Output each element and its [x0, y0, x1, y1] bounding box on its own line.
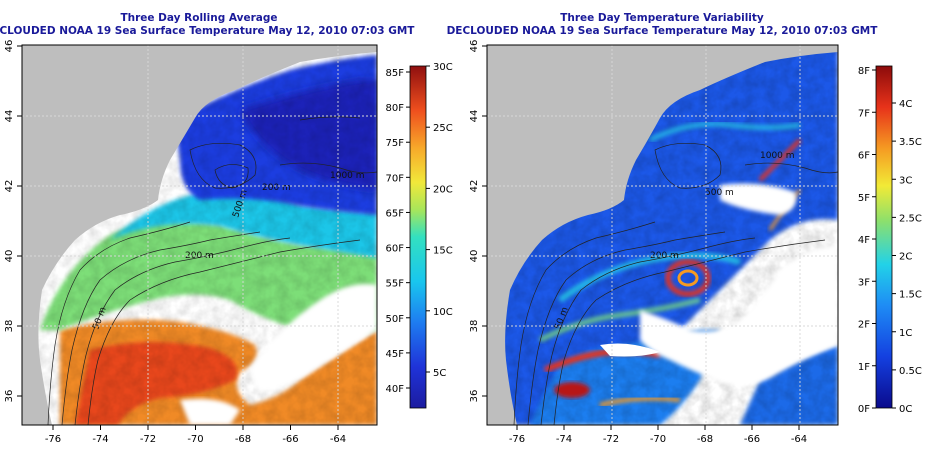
- right-colorbar-f-labels: 8F 7F 6F 5F 4F 3F 2F 1F 0F: [858, 66, 876, 415]
- x-tick-label: -70: [650, 434, 666, 445]
- right-map: 200 m 500 m 1000 m 50 m: [487, 45, 838, 425]
- x-tick-label: -68: [235, 434, 251, 445]
- colorbar-f-label: 7F: [858, 108, 870, 119]
- x-tick-label: -74: [92, 434, 108, 445]
- left-isobath-1000m: [87, 239, 361, 425]
- colorbar-f-label: 5F: [858, 193, 870, 204]
- colorbar-c-label: 3.5C: [899, 137, 922, 148]
- colorbar-c-label: 0.5C: [899, 366, 922, 377]
- left-cloud-gap: [250, 284, 377, 392]
- left-isobath-200m: [61, 231, 261, 425]
- left-map-frame: [21, 44, 378, 426]
- colorbar-f-label: 45F: [386, 349, 405, 360]
- left-y-axis: 46 44 42 40 38 36: [4, 40, 22, 403]
- left-map: 200 m 500 m 1000 m 200 m 50 m: [22, 45, 377, 425]
- left-colorbar-c-labels: 30C 25C 20C 15C 10C 5C: [426, 62, 453, 379]
- right-contour-label: 1000 m: [760, 151, 795, 161]
- right-title-line1: Three Day Temperature Variability: [560, 12, 764, 24]
- y-tick-label: 36: [4, 390, 15, 403]
- colorbar-c-label: 3C: [899, 175, 912, 186]
- colorbar-f-label: 55F: [386, 279, 405, 290]
- right-y-axis: 46 44 42 40 38 36: [469, 40, 487, 403]
- x-tick-label: -66: [744, 434, 760, 445]
- colorbar-f-label: 75F: [386, 138, 405, 149]
- left-isobath-500m: [74, 237, 291, 425]
- left-grid: [22, 45, 377, 425]
- colorbar-f-label: 8F: [858, 66, 870, 77]
- y-tick-label: 44: [4, 110, 15, 123]
- left-contour-label: 200 m: [262, 183, 291, 193]
- y-tick-label: 42: [4, 180, 15, 193]
- colorbar-c-label: 2C: [899, 252, 912, 263]
- colorbar-f-label: 6F: [858, 151, 870, 162]
- left-colorbar-f-labels: 85F 80F 75F 70F 65F 60F 55F 50F 45F 40F: [386, 68, 410, 395]
- left-title-line1: Three Day Rolling Average: [120, 12, 277, 24]
- left-isobath-50m: [47, 221, 191, 425]
- colorbar-f-label: 40F: [386, 384, 405, 395]
- colorbar-f-label: 80F: [386, 103, 405, 114]
- left-colorbar: [409, 65, 427, 409]
- colorbar-f-label: 2F: [858, 320, 870, 331]
- x-tick-label: -70: [187, 434, 203, 445]
- left-x-axis: -76 -74 -72 -70 -68 -66 -64: [45, 425, 346, 445]
- y-tick-label: 46: [469, 40, 480, 53]
- right-cloud-gap: [640, 245, 838, 386]
- x-tick-label: -64: [330, 434, 346, 445]
- x-tick-label: -66: [282, 434, 298, 445]
- right-grid: [487, 45, 838, 425]
- colorbar-f-label: 0F: [858, 404, 870, 415]
- right-colorbar-c-labels: 4C 3.5C 3C 2.5C 2C 1.5C 1C 0.5C 0C: [892, 99, 922, 415]
- x-tick-label: -72: [140, 434, 156, 445]
- y-tick-label: 46: [4, 40, 15, 53]
- colorbar-f-label: 50F: [386, 314, 405, 325]
- colorbar-c-label: 20C: [433, 184, 453, 195]
- left-land-coastline: [22, 45, 377, 425]
- x-tick-label: -64: [791, 434, 807, 445]
- x-tick-label: -76: [509, 434, 525, 445]
- colorbar-f-label: 3F: [858, 277, 870, 288]
- left-title-line2: DECLOUDED NOAA 19 Sea Surface Temperatur…: [0, 25, 415, 37]
- y-tick-label: 44: [469, 110, 480, 123]
- y-tick-label: 42: [469, 180, 480, 193]
- colorbar-c-label: 1.5C: [899, 290, 922, 301]
- panel-sst-average: Three Day Rolling Average DECLOUDED NOAA…: [0, 12, 453, 445]
- colorbar-f-label: 70F: [386, 173, 405, 184]
- colorbar-c-label: 4C: [899, 99, 912, 110]
- x-tick-label: -76: [45, 434, 61, 445]
- right-eddy-2: [554, 382, 590, 398]
- colorbar-c-label: 2.5C: [899, 213, 922, 224]
- right-land-coastline: [487, 45, 838, 425]
- colorbar-c-label: 30C: [433, 62, 453, 73]
- right-contour-label: 500 m: [705, 188, 734, 198]
- colorbar-c-label: 5C: [433, 368, 446, 379]
- right-eddy-1: [665, 259, 711, 297]
- x-tick-label: -72: [603, 434, 619, 445]
- x-tick-label: -74: [556, 434, 572, 445]
- colorbar-f-label: 4F: [858, 235, 870, 246]
- left-contour-label: 1000 m: [330, 171, 365, 181]
- colorbar-c-label: 0C: [899, 404, 912, 415]
- y-tick-label: 40: [469, 250, 480, 263]
- colorbar-f-label: 60F: [386, 244, 405, 255]
- colorbar-f-label: 1F: [858, 362, 870, 373]
- y-tick-label: 38: [469, 320, 480, 333]
- y-tick-label: 40: [4, 250, 15, 263]
- right-title-line2: DECLOUDED NOAA 19 Sea Surface Temperatur…: [447, 25, 879, 37]
- right-map-frame: [486, 44, 839, 426]
- colorbar-c-label: 10C: [433, 307, 453, 318]
- panel-sst-variability: Three Day Temperature Variability DECLOU…: [447, 12, 922, 445]
- right-colorbar: [875, 65, 893, 409]
- colorbar-c-label: 15C: [433, 246, 453, 257]
- y-tick-label: 38: [4, 320, 15, 333]
- colorbar-c-label: 25C: [433, 123, 453, 134]
- right-x-axis: -76 -74 -72 -70 -68 -66 -64: [509, 425, 807, 445]
- colorbar-f-label: 65F: [386, 208, 405, 219]
- colorbar-f-label: 85F: [386, 68, 405, 79]
- x-tick-label: -68: [697, 434, 713, 445]
- y-tick-label: 36: [469, 390, 480, 403]
- colorbar-c-label: 1C: [899, 328, 912, 339]
